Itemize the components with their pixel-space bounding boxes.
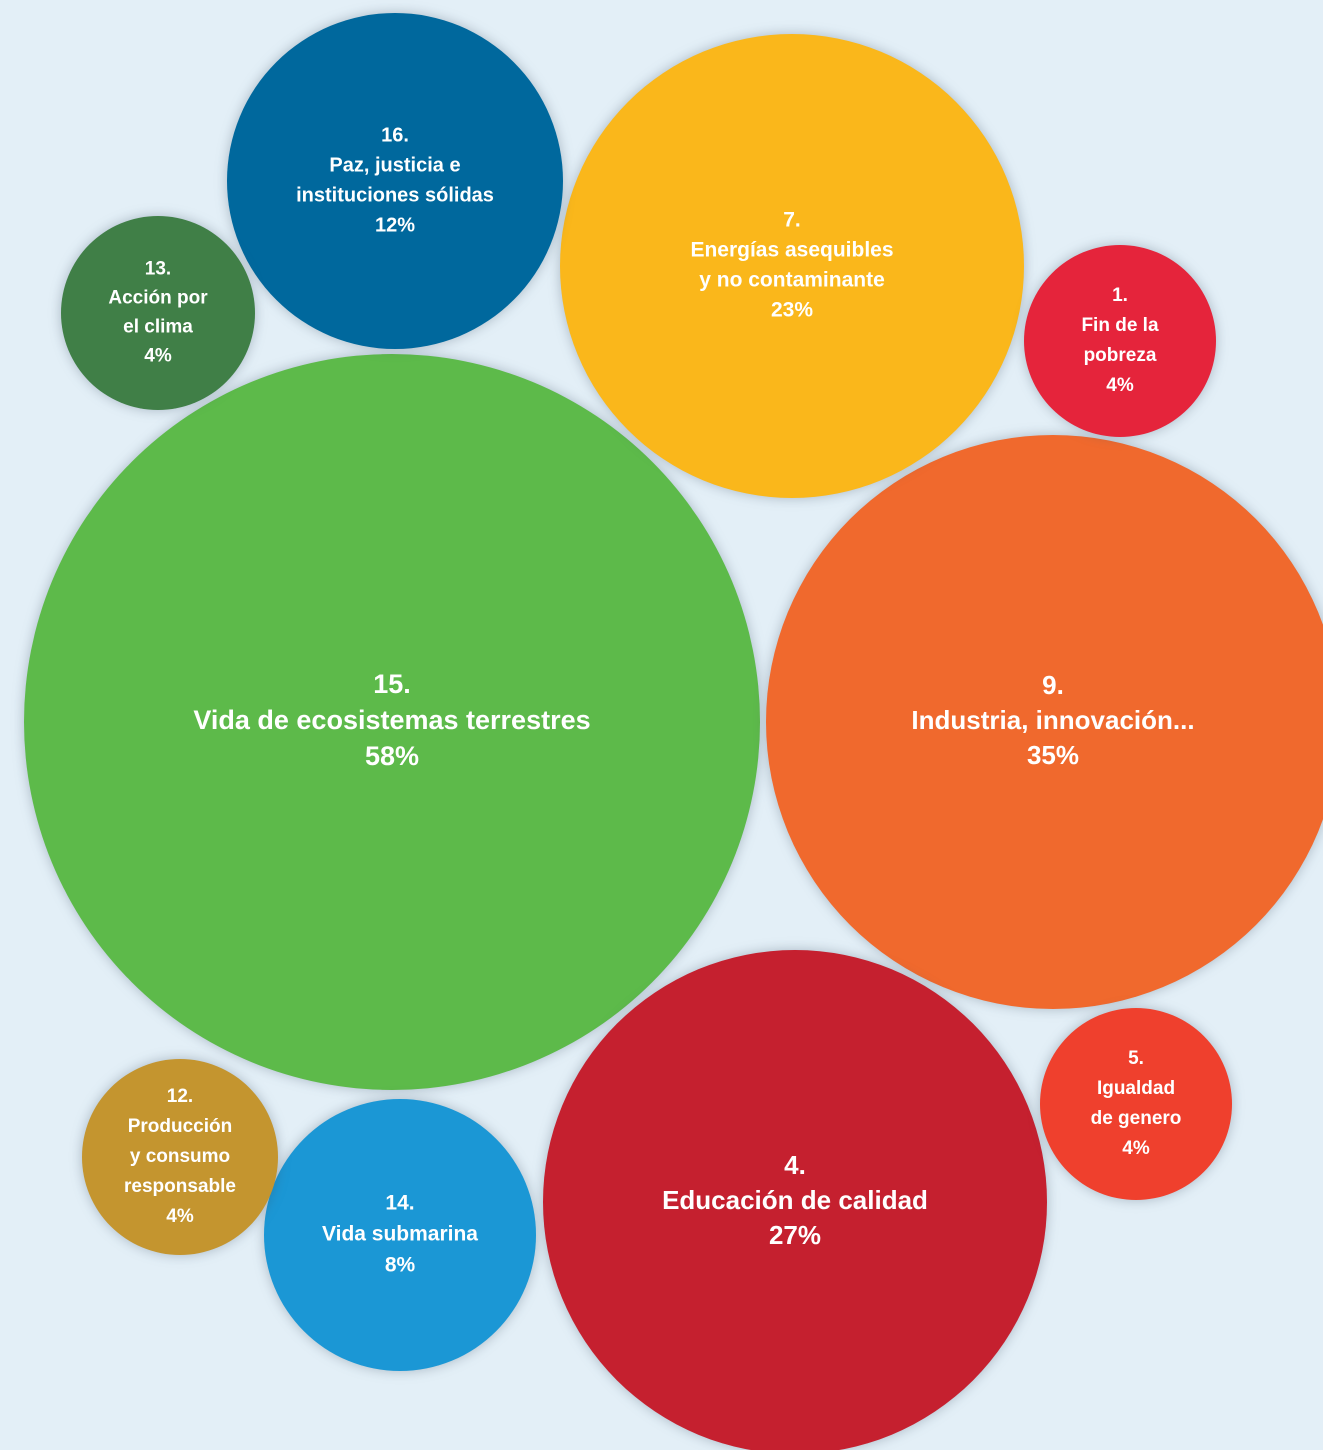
- bubble-circle-sdg-13: [61, 216, 255, 410]
- bubble-title-line-sdg-12: y consumo: [130, 1146, 230, 1167]
- bubble-value-label-sdg-13: 4%: [144, 346, 172, 367]
- bubble-number-sdg-16: 16.: [381, 124, 409, 146]
- bubble-value-label-sdg-9: 35%: [1027, 740, 1079, 770]
- bubble-number-sdg-13: 13.: [145, 259, 171, 280]
- bubble-title-line-sdg-1: pobreza: [1084, 345, 1157, 366]
- bubble-sdg-4: 4. Educación de calidad 27%: [543, 950, 1047, 1450]
- bubble-sdg-1: 1. Fin de la pobreza 4%: [1024, 245, 1216, 437]
- bubble-sdg-14: 14. Vida submarina 8%: [264, 1099, 536, 1371]
- bubble-number-sdg-14: 14.: [385, 1192, 414, 1215]
- bubble-number-sdg-12: 12.: [167, 1086, 193, 1107]
- bubble-number-sdg-15: 15.: [373, 669, 411, 699]
- bubble-number-sdg-4: 4.: [784, 1150, 806, 1180]
- bubble-title-line-sdg-15: Vida de ecosistemas terrestres: [193, 705, 590, 735]
- bubble-number-sdg-5: 5.: [1128, 1048, 1144, 1069]
- bubble-sdg-9: 9. Industria, innovación... 35%: [766, 435, 1323, 1009]
- bubble-title-line-sdg-1: Fin de la: [1081, 315, 1159, 336]
- bubble-circle-sdg-9: [766, 435, 1323, 1009]
- bubble-circle-sdg-5: [1040, 1008, 1232, 1200]
- bubble-value-label-sdg-5: 4%: [1122, 1138, 1150, 1159]
- bubble-sdg-7: 7. Energías asequibles y no contaminante 23…: [560, 34, 1024, 498]
- bubble-circle-sdg-15: [24, 354, 760, 1090]
- bubble-title-line-sdg-5: de genero: [1091, 1108, 1182, 1129]
- bubble-circle-sdg-14: [264, 1099, 536, 1371]
- bubble-sdg-15: 15. Vida de ecosistemas terrestres 58%: [24, 354, 760, 1090]
- bubble-value-label-sdg-14: 8%: [385, 1254, 416, 1277]
- bubble-sdg-13: 13. Acción por el clima 4%: [61, 216, 255, 410]
- bubble-title-line-sdg-16: instituciones sólidas: [296, 184, 494, 206]
- bubble-circle-sdg-12: [82, 1059, 278, 1255]
- bubble-title-line-sdg-13: Acción por: [108, 288, 208, 309]
- bubble-title-line-sdg-7: Energías asequibles: [690, 239, 893, 262]
- bubble-value-label-sdg-12: 4%: [166, 1206, 194, 1227]
- bubble-circle-sdg-7: [560, 34, 1024, 498]
- bubble-title-line-sdg-14: Vida submarina: [322, 1223, 478, 1246]
- bubble-sdg-5: 5. Igualdad de genero 4%: [1040, 1008, 1232, 1200]
- bubble-value-label-sdg-1: 4%: [1106, 375, 1134, 396]
- bubble-title-line-sdg-13: el clima: [123, 317, 193, 338]
- bubble-title-line-sdg-12: Producción: [128, 1116, 233, 1137]
- bubble-circle-sdg-16: [227, 13, 563, 349]
- bubble-title-line-sdg-9: Industria, innovación...: [911, 705, 1194, 735]
- bubble-title-line-sdg-12: responsable: [124, 1176, 236, 1197]
- bubble-value-label-sdg-4: 27%: [769, 1220, 821, 1250]
- bubble-number-sdg-7: 7.: [783, 209, 801, 232]
- bubble-title-line-sdg-7: y no contaminante: [699, 269, 885, 292]
- bubble-sdg-16: 16. Paz, justicia e instituciones sólidas 1…: [227, 13, 563, 349]
- bubble-value-label-sdg-16: 12%: [375, 214, 415, 236]
- bubble-number-sdg-1: 1.: [1112, 285, 1128, 306]
- bubble-circle-sdg-4: [543, 950, 1047, 1450]
- bubble-value-label-sdg-15: 58%: [365, 741, 419, 771]
- bubble-sdg-12: 12. Producción y consumo responsable 4%: [82, 1059, 278, 1255]
- bubble-circle-sdg-1: [1024, 245, 1216, 437]
- bubble-title-line-sdg-5: Igualdad: [1097, 1078, 1175, 1099]
- bubble-title-line-sdg-4: Educación de calidad: [662, 1185, 928, 1215]
- bubble-title-line-sdg-16: Paz, justicia e: [329, 154, 460, 176]
- bubble-number-sdg-9: 9.: [1042, 670, 1064, 700]
- bubble-value-label-sdg-7: 23%: [771, 299, 813, 322]
